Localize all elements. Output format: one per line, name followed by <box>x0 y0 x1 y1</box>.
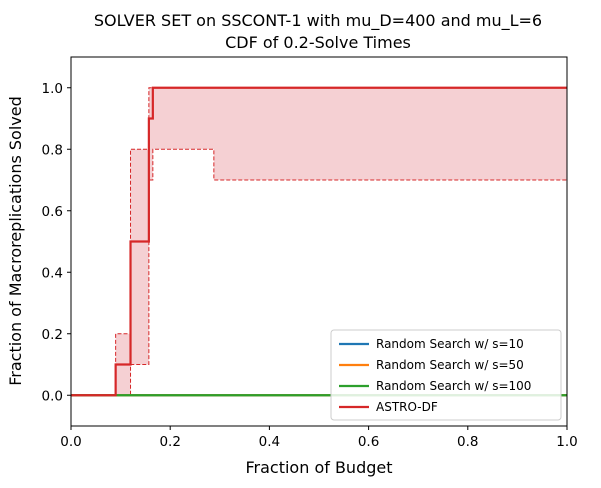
y-tick-label: 0.4 <box>42 265 63 281</box>
y-ticks: 0.0 0.2 0.4 0.6 0.8 1.0 <box>42 81 71 404</box>
y-tick-label: 0.2 <box>42 327 63 343</box>
x-tick-label: 0.4 <box>259 434 280 450</box>
legend-label-0: Random Search w/ s=10 <box>376 337 524 351</box>
y-tick-label: 0.6 <box>42 204 63 220</box>
legend-label-3: ASTRO-DF <box>376 400 438 414</box>
y-axis-label: Fraction of Macroreplications Solved <box>6 96 25 386</box>
x-tick-label: 0.0 <box>60 434 81 450</box>
legend: Random Search w/ s=10 Random Search w/ s=… <box>330 329 562 421</box>
legend-label-2: Random Search w/ s=100 <box>376 379 531 393</box>
legend-label-1: Random Search w/ s=50 <box>376 358 524 372</box>
x-tick-label: 0.8 <box>457 434 478 450</box>
legend-box <box>330 329 562 421</box>
x-tick-label: 0.6 <box>358 434 379 450</box>
ci-band-fill-3 <box>71 87 567 396</box>
x-tick-label: 1.0 <box>556 434 577 450</box>
x-axis-label: Fraction of Budget <box>245 458 392 477</box>
plot-frame <box>70 56 568 427</box>
y-tick-label: 1.0 <box>42 81 63 97</box>
x-ticks: 0.0 0.2 0.4 0.6 0.8 1.0 <box>60 426 578 450</box>
y-tick-label: 0.0 <box>42 388 63 404</box>
ci-lower-line-3 <box>71 148 567 396</box>
series-line-3 <box>71 86 567 397</box>
chart-title-line2: CDF of 0.2-Solve Times <box>225 33 411 52</box>
chart-title-line1: SOLVER SET on SSCONT-1 with mu_D=400 and… <box>94 11 542 31</box>
y-tick-label: 0.8 <box>42 142 63 158</box>
x-tick-label: 0.2 <box>159 434 180 450</box>
